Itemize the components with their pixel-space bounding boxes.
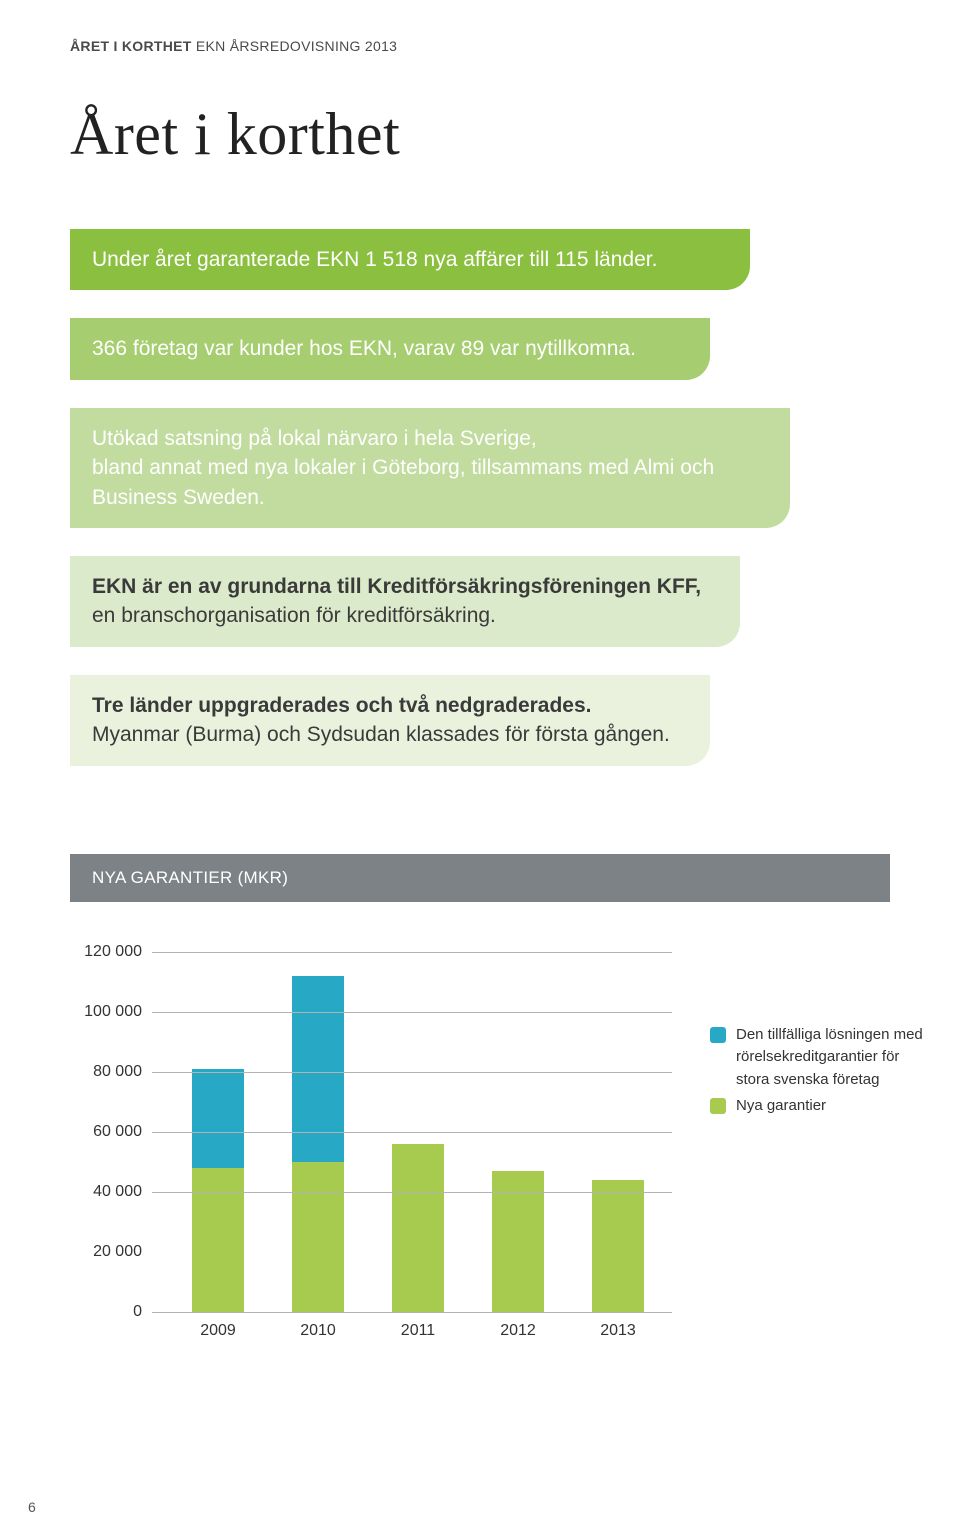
callout: Under året garanterade EKN 1 518 nya aff… [70,229,750,290]
callout: Utökad satsning på lokal närvaro i hela … [70,408,790,528]
chart-wrap: 020 00040 00060 00080 000100 000120 000 … [70,952,890,1352]
callout: EKN är en av grundarna till Kreditförsäk… [70,556,740,647]
x-axis-label: 2010 [292,1322,344,1340]
gridline [152,1072,672,1073]
callout-text: bland annat med nya lokaler i Göteborg, … [92,456,714,508]
page: ÅRET I KORTHET EKN ÅRSREDOVISNING 2013 Å… [0,0,960,1539]
legend-item: Den tillfälliga lösningen med rörelsekre… [710,1024,930,1092]
callout: Tre länder uppgraderades och två nedgrad… [70,675,710,766]
bar-segment [192,1069,244,1168]
bar-segment [292,1162,344,1312]
legend-swatch [710,1027,726,1043]
y-axis-label: 20 000 [62,1243,142,1261]
callout-list: Under året garanterade EKN 1 518 nya aff… [70,229,890,794]
gridline [152,1012,672,1013]
callout-text: Utökad satsning på lokal närvaro i hela … [92,427,537,450]
x-axis-label: 2009 [192,1322,244,1340]
y-axis-label: 100 000 [62,1003,142,1021]
x-axis-label: 2013 [592,1322,644,1340]
x-axis-label: 2011 [392,1322,444,1340]
callout-bold: Tre länder uppgraderades och två nedgrad… [92,694,592,717]
y-axis-label: 0 [62,1303,142,1321]
gridline [152,1312,672,1313]
chart-title: NYA GARANTIER (MKR) [70,854,890,902]
legend-item: Nya garantier [710,1095,930,1118]
bar-segment [292,976,344,1162]
page-number: 6 [28,1499,36,1515]
gridline [152,952,672,953]
callout-text: en branschorganisation för kreditförsäkr… [92,604,496,627]
callout-text: 366 företag var kunder hos EKN, varav 89… [92,337,636,360]
header-doc: EKN ÅRSREDOVISNING 2013 [196,38,397,54]
x-axis-label: 2012 [492,1322,544,1340]
y-axis-label: 120 000 [62,943,142,961]
y-axis-label: 60 000 [62,1123,142,1141]
header-section: ÅRET I KORTHET [70,38,192,54]
bar-segment [592,1180,644,1312]
chart-section: NYA GARANTIER (MKR) 020 00040 00060 0008… [70,854,890,1352]
legend-label: Nya garantier [736,1095,930,1118]
legend-swatch [710,1098,726,1114]
callout-bold: EKN är en av grundarna till Kreditförsäk… [92,575,701,598]
gridline [152,1192,672,1193]
callout-text: Under året garanterade EKN 1 518 nya aff… [92,248,657,271]
bar-segment [392,1144,444,1312]
chart-legend: Den tillfälliga lösningen med rörelsekre… [710,1024,930,1122]
y-axis-label: 80 000 [62,1063,142,1081]
callout: 366 företag var kunder hos EKN, varav 89… [70,318,710,379]
chart-plot: 020 00040 00060 00080 000100 000120 000 [152,952,672,1312]
running-header: ÅRET I KORTHET EKN ÅRSREDOVISNING 2013 [70,38,890,54]
bar-segment [192,1168,244,1312]
callout-text: Myanmar (Burma) och Sydsudan klassades f… [92,723,670,746]
chart-xlabels: 2009 2010 2011 2012 2013 [152,1322,672,1352]
legend-label: Den tillfälliga lösningen med rörelsekre… [736,1024,930,1092]
gridline [152,1132,672,1133]
y-axis-label: 40 000 [62,1183,142,1201]
page-title: Året i korthet [70,100,890,169]
